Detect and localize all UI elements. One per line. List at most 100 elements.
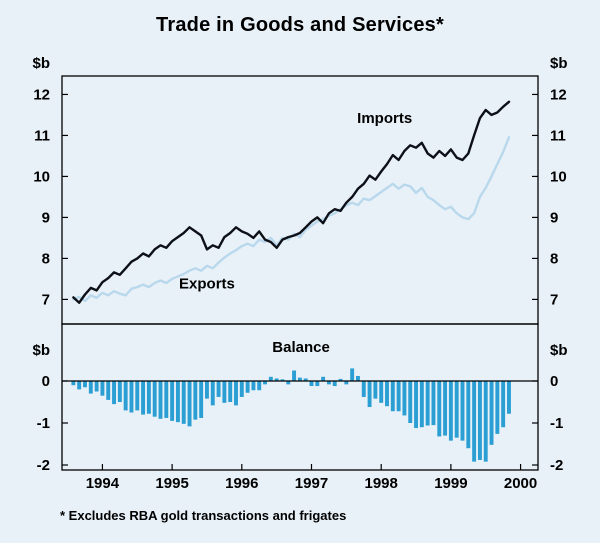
- balance-bar: [477, 381, 482, 460]
- y-tick-label-right: -1: [550, 415, 563, 432]
- balance-bar: [228, 381, 233, 402]
- imports-line: [72, 100, 511, 304]
- balance-bar: [425, 381, 430, 426]
- balance-bar: [326, 381, 331, 385]
- balance-bar: [495, 381, 500, 434]
- exports-line: [72, 135, 511, 303]
- y-tick-label-right: 10: [550, 168, 567, 185]
- balance-bar: [193, 381, 198, 420]
- y-tick-label-right: 0: [550, 373, 558, 390]
- y-tick-label-right: 7: [550, 291, 558, 308]
- balance-bar: [83, 381, 87, 388]
- balance-bar: [309, 381, 314, 387]
- y-tick-label-left: 12: [33, 86, 50, 103]
- balance-bar: [402, 381, 407, 416]
- balance-bar: [117, 381, 122, 402]
- balance-bar: [414, 381, 418, 429]
- balance-bar: [338, 378, 343, 381]
- balance-bar: [222, 381, 227, 403]
- balance-bar: [454, 381, 459, 438]
- balance-bar: [483, 381, 488, 462]
- balance-bar: [443, 381, 448, 436]
- balance-bar: [88, 381, 93, 394]
- balance-bar: [489, 381, 494, 445]
- trade-goods-services-chart: 7 7 8 8 9 9 10 10 11 11 12 12 $b $b Imports Exports 0 0 -1…: [32, 55, 568, 492]
- balance-bar: [437, 381, 442, 437]
- balance-bar: [419, 381, 424, 428]
- balance-bar: [251, 381, 256, 391]
- balance-bar: [106, 381, 111, 400]
- x-tick-label: 1995: [155, 475, 188, 492]
- y-tick-label-left: -1: [37, 415, 50, 432]
- y-tick-label-right: 12: [550, 86, 567, 103]
- balance-bar: [297, 377, 302, 381]
- balance-bar: [408, 381, 413, 423]
- x-tick-label: 1997: [295, 475, 328, 492]
- y-tick-label-right: 8: [550, 250, 558, 267]
- balance-bar: [94, 381, 99, 392]
- balance-bar: [280, 379, 285, 381]
- x-tick-label: 1999: [434, 475, 467, 492]
- balance-bar: [152, 381, 157, 417]
- x-tick-label: 1994: [86, 475, 120, 492]
- balance-bar: [507, 381, 511, 414]
- balance-bar: [112, 381, 116, 405]
- y-tick-label-right: 11: [550, 127, 566, 144]
- balance-bar: [71, 381, 76, 386]
- x-tick-label: 1996: [225, 475, 258, 492]
- balance-bar: [350, 368, 355, 381]
- balance-bar: [123, 381, 128, 411]
- balance-bar: [268, 376, 273, 381]
- balance-bar: [367, 381, 372, 408]
- y-tick-label-right: 9: [550, 209, 558, 226]
- balance-bar: [158, 381, 163, 419]
- balance-bar: [164, 381, 169, 418]
- balance-bar: [315, 381, 320, 387]
- y-tick-label-left: 8: [42, 250, 50, 267]
- balance-bar: [344, 381, 349, 385]
- balance-bar: [245, 381, 250, 393]
- balance-bar: [135, 381, 140, 411]
- balance-bar: [292, 370, 297, 381]
- balance-bar: [175, 381, 180, 423]
- balance-bar: [431, 381, 436, 426]
- balance-bar: [460, 381, 465, 441]
- balance-bar: [448, 381, 453, 441]
- balance-bar: [274, 378, 279, 381]
- series-label: Balance: [272, 339, 330, 356]
- balance-bar: [466, 381, 471, 449]
- panel-frame: [61, 323, 539, 471]
- y-axis-unit-right: $b: [550, 55, 568, 72]
- balance-bar: [356, 375, 360, 381]
- balance-bar: [257, 381, 262, 391]
- y-tick-label-left: 11: [34, 127, 50, 144]
- balance-bar: [396, 381, 401, 412]
- y-tick-label-left: 0: [42, 373, 50, 390]
- y-tick-label-left: 10: [33, 168, 50, 185]
- y-axis-unit-right: $b: [550, 342, 568, 359]
- balance-bar: [187, 381, 192, 427]
- y-tick-label-left: 9: [42, 209, 50, 226]
- balance-bar: [210, 381, 215, 406]
- balance-bar: [332, 381, 337, 387]
- chart-title: Trade in Goods and Services*: [156, 14, 444, 36]
- balance-bar: [263, 381, 267, 385]
- x-tick-label: 1998: [365, 475, 398, 492]
- balance-bar: [146, 381, 151, 414]
- balance-bar: [239, 381, 244, 397]
- chart-footnote: * Excludes RBA gold transactions and fri…: [60, 508, 347, 523]
- y-axis-unit-left: $b: [32, 55, 50, 72]
- balance-bar: [472, 381, 477, 462]
- balance-bar: [373, 381, 378, 399]
- balance-bar: [361, 381, 366, 397]
- balance-bar: [141, 381, 146, 415]
- balance-bar: [216, 381, 221, 397]
- balance-bar: [385, 381, 389, 407]
- balance-bar: [181, 381, 186, 424]
- series-label: Imports: [357, 110, 412, 127]
- y-axis-unit-left: $b: [32, 342, 50, 359]
- y-tick-label-left: 7: [42, 291, 50, 308]
- balance-bar: [129, 381, 134, 413]
- balance-bar: [77, 381, 82, 390]
- balance-bar: [170, 381, 175, 421]
